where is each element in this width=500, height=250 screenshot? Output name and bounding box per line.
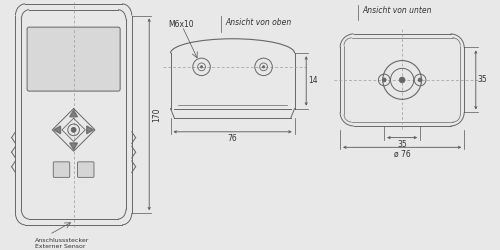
Text: 35: 35: [478, 76, 488, 84]
Text: Ansicht von oben: Ansicht von oben: [226, 18, 292, 27]
FancyBboxPatch shape: [54, 162, 70, 177]
Circle shape: [399, 77, 405, 83]
Text: Anschlussstecker
Externer Sensor: Anschlussstecker Externer Sensor: [35, 238, 89, 249]
Circle shape: [418, 78, 422, 82]
Text: 14: 14: [308, 76, 318, 86]
Polygon shape: [70, 143, 78, 150]
Circle shape: [71, 128, 76, 132]
Polygon shape: [54, 126, 60, 134]
Text: ø 76: ø 76: [394, 149, 410, 158]
Circle shape: [200, 66, 202, 68]
Polygon shape: [70, 110, 78, 117]
Text: M6x10: M6x10: [168, 20, 194, 29]
Text: 35: 35: [398, 140, 407, 148]
Polygon shape: [86, 126, 94, 134]
FancyBboxPatch shape: [27, 27, 120, 91]
Circle shape: [382, 78, 386, 82]
Text: Ansicht von unten: Ansicht von unten: [362, 6, 432, 15]
Text: 170: 170: [152, 107, 161, 122]
FancyBboxPatch shape: [78, 162, 94, 177]
Text: 76: 76: [228, 134, 237, 143]
Circle shape: [262, 66, 264, 68]
